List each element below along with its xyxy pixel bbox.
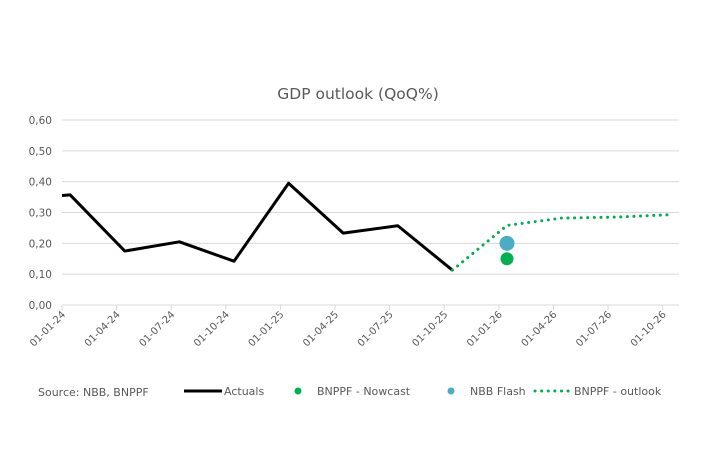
y-tick-label: 0,50 (29, 146, 52, 158)
x-tick-label: 01-07-26 (574, 309, 614, 349)
x-tick-label: 01-01-25 (247, 309, 287, 349)
series-bnppf-outlook-line (450, 213, 673, 272)
x-tick-label: 01-04-26 (520, 309, 560, 349)
y-tick-label: 0,10 (29, 269, 52, 281)
x-tick-label: 01-10-25 (410, 309, 450, 349)
source-note: Source: NBB, BNPPF (38, 386, 149, 399)
x-tick-label: 01-07-24 (137, 309, 177, 349)
x-tick-label: 01-01-24 (28, 309, 68, 349)
y-tick-label: 0,40 (29, 177, 52, 189)
x-tick-label: 01-10-24 (192, 309, 232, 349)
gridlines (62, 119, 679, 306)
legend-bnppf-nowcast-swatch (294, 387, 302, 395)
series-bnppf-nowcast-marker (500, 252, 514, 266)
legend-nbb-flash-label: NBB Flash (470, 385, 526, 398)
y-tick-label: 0,60 (29, 115, 52, 127)
legend-actuals-label: Actuals (224, 385, 264, 398)
legend-bnppf-nowcast-label: BNPPF - Nowcast (317, 385, 411, 398)
series-actuals-line (61, 181, 454, 272)
x-tick-label: 01-01-26 (465, 309, 505, 349)
x-tick-label: 01-07-25 (356, 309, 396, 349)
legend: Actuals BNPPF - Nowcast NBB Flash BNPPF - o… (184, 385, 662, 398)
x-tick-label: 01-04-24 (83, 309, 123, 349)
x-axis: 01-01-24 01-04-24 01-07-24 01-10-24 01-01-25… (28, 305, 669, 349)
series-layer (61, 181, 673, 272)
legend-nbb-flash-swatch (447, 387, 455, 395)
legend-bnppf-outlook-label: BNPPF - outlook (574, 385, 662, 398)
x-tick-label: 01-10-26 (629, 309, 669, 349)
y-axis-ticks: 0,00 0,10 0,20 0,30 0,40 0,50 0,60 (29, 115, 52, 312)
chart-title: GDP outlook (QoQ%) (277, 85, 439, 103)
y-tick-label: 0,20 (29, 238, 52, 250)
y-tick-label: 0,30 (29, 208, 52, 220)
y-tick-label: 0,00 (29, 300, 52, 312)
series-nbb-flash-marker (499, 235, 515, 251)
x-tick-label: 01-04-25 (301, 309, 341, 349)
